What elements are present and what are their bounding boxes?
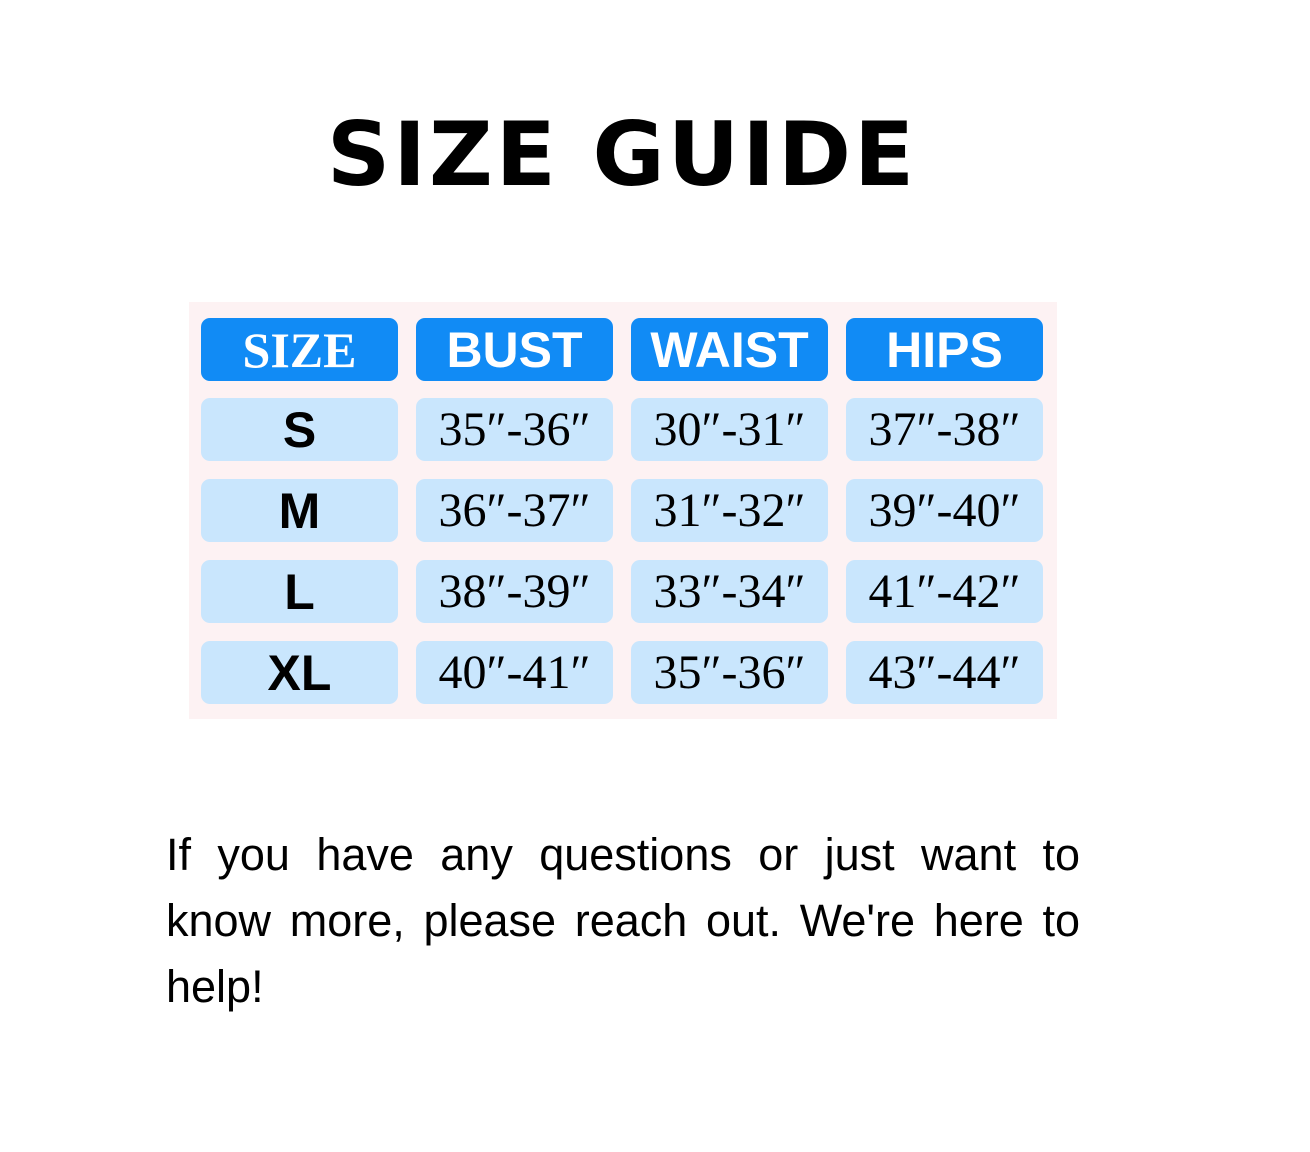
size-label-cell: M [201,479,398,542]
measurement-cell: 39″-40″ [846,479,1043,542]
help-message: If you have any questions or just want t… [166,829,1080,1012]
measurement-cell: 38″-39″ [416,560,613,623]
measurement-cell: 40″-41″ [416,641,613,704]
measurement-cell: 35″-36″ [631,641,828,704]
column-header-hips: HIPS [846,318,1043,381]
size-label-cell: L [201,560,398,623]
column-header-waist: WAIST [631,318,828,381]
size-chart-table: SIZE BUST WAIST HIPS S 35″-36″ 30″-31″ 37″-38″ M… [189,302,1057,719]
size-label-cell: XL [201,641,398,704]
measurement-cell: 37″-38″ [846,398,1043,461]
size-label-cell: S [201,398,398,461]
column-header-bust: BUST [416,318,613,381]
measurement-cell: 43″-44″ [846,641,1043,704]
measurement-cell: 33″-34″ [631,560,828,623]
measurement-cell: 31″-32″ [631,479,828,542]
column-header-size: SIZE [201,318,398,381]
page-title: SIZE GUIDE [326,103,918,206]
measurement-cell: 30″-31″ [631,398,828,461]
measurement-cell: 36″-37″ [416,479,613,542]
measurement-cell: 35″-36″ [416,398,613,461]
measurement-cell: 41″-42″ [846,560,1043,623]
